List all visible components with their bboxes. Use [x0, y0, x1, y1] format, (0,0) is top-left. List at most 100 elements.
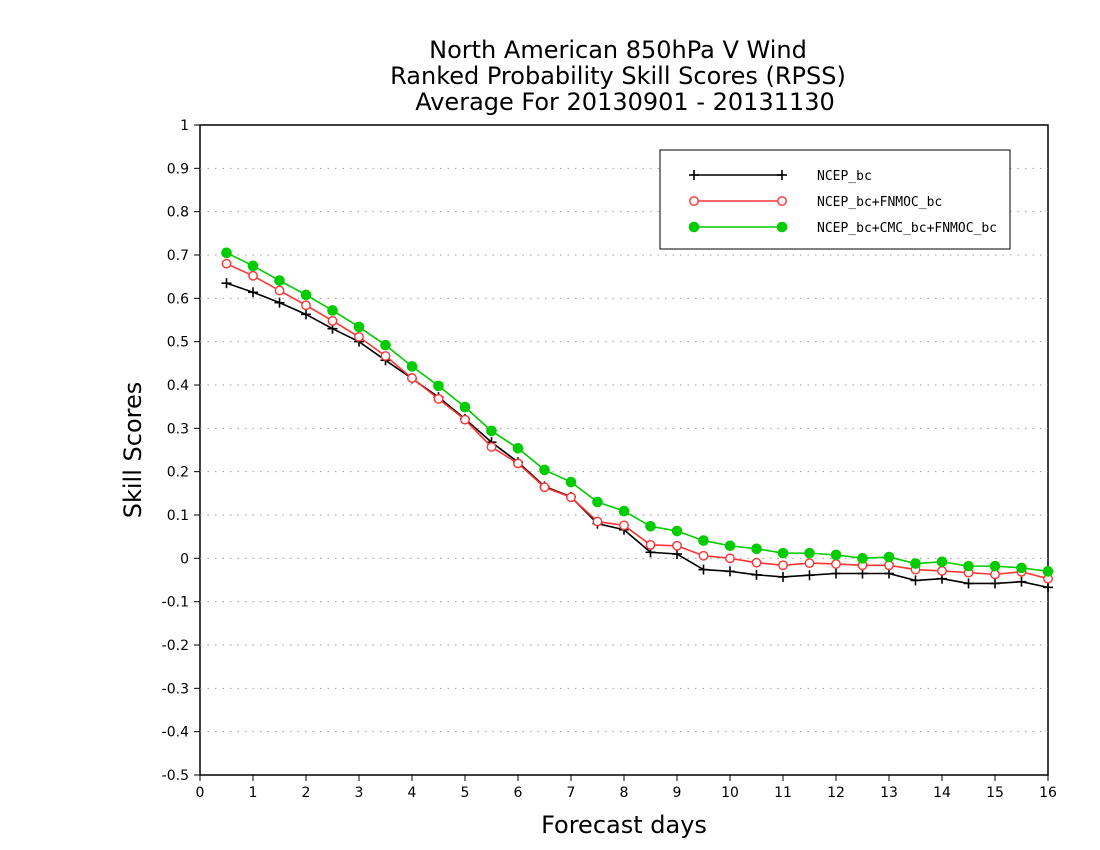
series-2-point-6	[380, 339, 391, 351]
x-tick-label-2: 2	[302, 785, 311, 801]
series-2-point-17	[671, 525, 683, 537]
chart-title-line-3: Average For 20130901 - 20131130	[415, 88, 835, 116]
legend-marker-right-0	[777, 170, 787, 180]
legend-item-0: NCEP_bc	[689, 169, 872, 184]
series-1-point-1	[248, 270, 258, 281]
x-tick-label-15: 15	[986, 785, 1004, 801]
chart-title-line-2: Ranked Probability Skill Scores (RPSS)	[390, 62, 846, 90]
y-axis-ticks: 1 0.9 0.8 0.7 0.6 0.5 0.4 0.3 0.2 0.1 0 -0.1 -0.2 -0.…	[162, 118, 200, 784]
series-2-point-23	[830, 549, 842, 561]
series-2-point-11	[512, 442, 524, 454]
series-0-point-20	[751, 569, 762, 580]
x-tick-label-12: 12	[827, 785, 845, 801]
series-0-point-30	[1016, 576, 1027, 587]
series-1-point-21	[778, 560, 788, 571]
grid-lines	[200, 167, 1048, 733]
series-0-point-18	[698, 564, 709, 575]
x-axis-label: Forecast days	[541, 811, 707, 839]
legend-label-0: NCEP_bc	[817, 169, 872, 184]
series-1	[221, 258, 1053, 584]
series-2-point-18	[698, 535, 709, 546]
legend-marker-left-0	[689, 170, 699, 180]
series-0-point-24	[857, 568, 868, 579]
series-0-point-2	[274, 297, 285, 308]
y-tick-label-7: 0.3	[167, 421, 189, 437]
legend-item-1: NCEP_bc+FNMOC_bc	[689, 195, 942, 210]
legend-box	[659, 149, 1011, 250]
series-2-point-20	[751, 543, 762, 555]
series-0-point-19	[725, 566, 735, 577]
series-2-point-2	[274, 275, 285, 286]
series-1-point-10	[486, 442, 497, 452]
series-1-point-27	[937, 566, 947, 576]
series-1-point-19	[725, 553, 735, 564]
series-2-point-1	[247, 260, 259, 272]
y-tick-label-6: 0.4	[167, 378, 189, 394]
series-0-point-31	[1043, 582, 1053, 593]
series-1-point-9	[460, 414, 470, 425]
x-tick-label-3: 3	[355, 785, 364, 801]
series-1-point-17	[672, 540, 682, 551]
series-2-point-7	[406, 361, 418, 372]
series-1-point-5	[354, 331, 364, 342]
legend-marker-right-2	[776, 221, 788, 233]
series-1-point-23	[831, 559, 841, 569]
y-tick-label-2: 0.8	[167, 205, 189, 221]
series-2-point-15	[618, 505, 630, 517]
series-2-point-30	[1016, 562, 1027, 574]
y-tick-label-10: 0	[180, 551, 189, 567]
series-2-point-31	[1042, 566, 1054, 577]
series-2-point-12	[539, 464, 550, 476]
series-2-point-8	[433, 380, 444, 392]
x-axis-ticks: 0 1 2 3 4 5 6 7 8 9 10 11 12 13 14 15 16	[196, 775, 1057, 801]
series-0-point-0	[221, 278, 232, 289]
series-0-point-25	[884, 568, 894, 579]
series-2-point-24	[857, 553, 868, 564]
y-tick-label-15: -0.5	[162, 768, 189, 784]
series-0-point-29	[990, 578, 1000, 589]
legend: NCEP_bc NCEP_bc+FNMOC_bc NCEP_bc+CMC_bc+FN…	[659, 149, 1011, 250]
series-0-point-28	[963, 578, 974, 589]
y-tick-label-9: 0.1	[167, 508, 189, 524]
series-1-point-6	[380, 351, 391, 361]
series-2-point-4	[327, 305, 338, 316]
series-1-point-0	[221, 258, 232, 269]
chart-title-line-1: North American 850hPa V Wind	[429, 36, 807, 64]
series-0	[221, 278, 1053, 593]
x-tick-label-14: 14	[933, 785, 951, 801]
series-line-0	[226, 282, 1049, 589]
series-2-point-26	[910, 558, 921, 569]
series-2-point-29	[989, 560, 1001, 572]
series-line-2	[226, 252, 1049, 573]
series-lines	[221, 247, 1054, 593]
series-1-point-14	[592, 516, 603, 527]
series-0-point-3	[301, 309, 311, 320]
series-2-point-13	[565, 476, 577, 488]
series-1-point-16	[645, 540, 656, 550]
series-1-point-13	[566, 492, 576, 503]
x-tick-label-6: 6	[514, 785, 523, 801]
y-tick-label-1: 0.9	[167, 161, 189, 177]
y-tick-label-0: 1	[180, 118, 189, 134]
series-1-point-22	[804, 558, 815, 568]
x-tick-label-13: 13	[880, 785, 898, 801]
series-2	[221, 247, 1054, 577]
series-1-point-3	[301, 300, 311, 311]
y-tick-label-13: -0.3	[162, 681, 189, 697]
series-1-point-7	[407, 373, 417, 383]
series-1-point-8	[433, 393, 444, 404]
y-tick-label-4: 0.6	[167, 291, 189, 307]
series-2-point-10	[486, 425, 497, 437]
x-tick-label-10: 10	[721, 785, 739, 801]
series-0-point-17	[672, 549, 682, 559]
series-line-1	[226, 262, 1049, 580]
series-2-point-16	[645, 520, 656, 532]
series-1-point-4	[327, 315, 338, 326]
y-axis-label: Skill Scores	[119, 382, 147, 519]
series-0-point-21	[778, 571, 788, 582]
x-tick-label-5: 5	[461, 785, 470, 801]
series-0-point-26	[910, 575, 921, 586]
y-tick-label-11: -0.1	[162, 595, 189, 611]
series-2-point-0	[221, 247, 232, 259]
